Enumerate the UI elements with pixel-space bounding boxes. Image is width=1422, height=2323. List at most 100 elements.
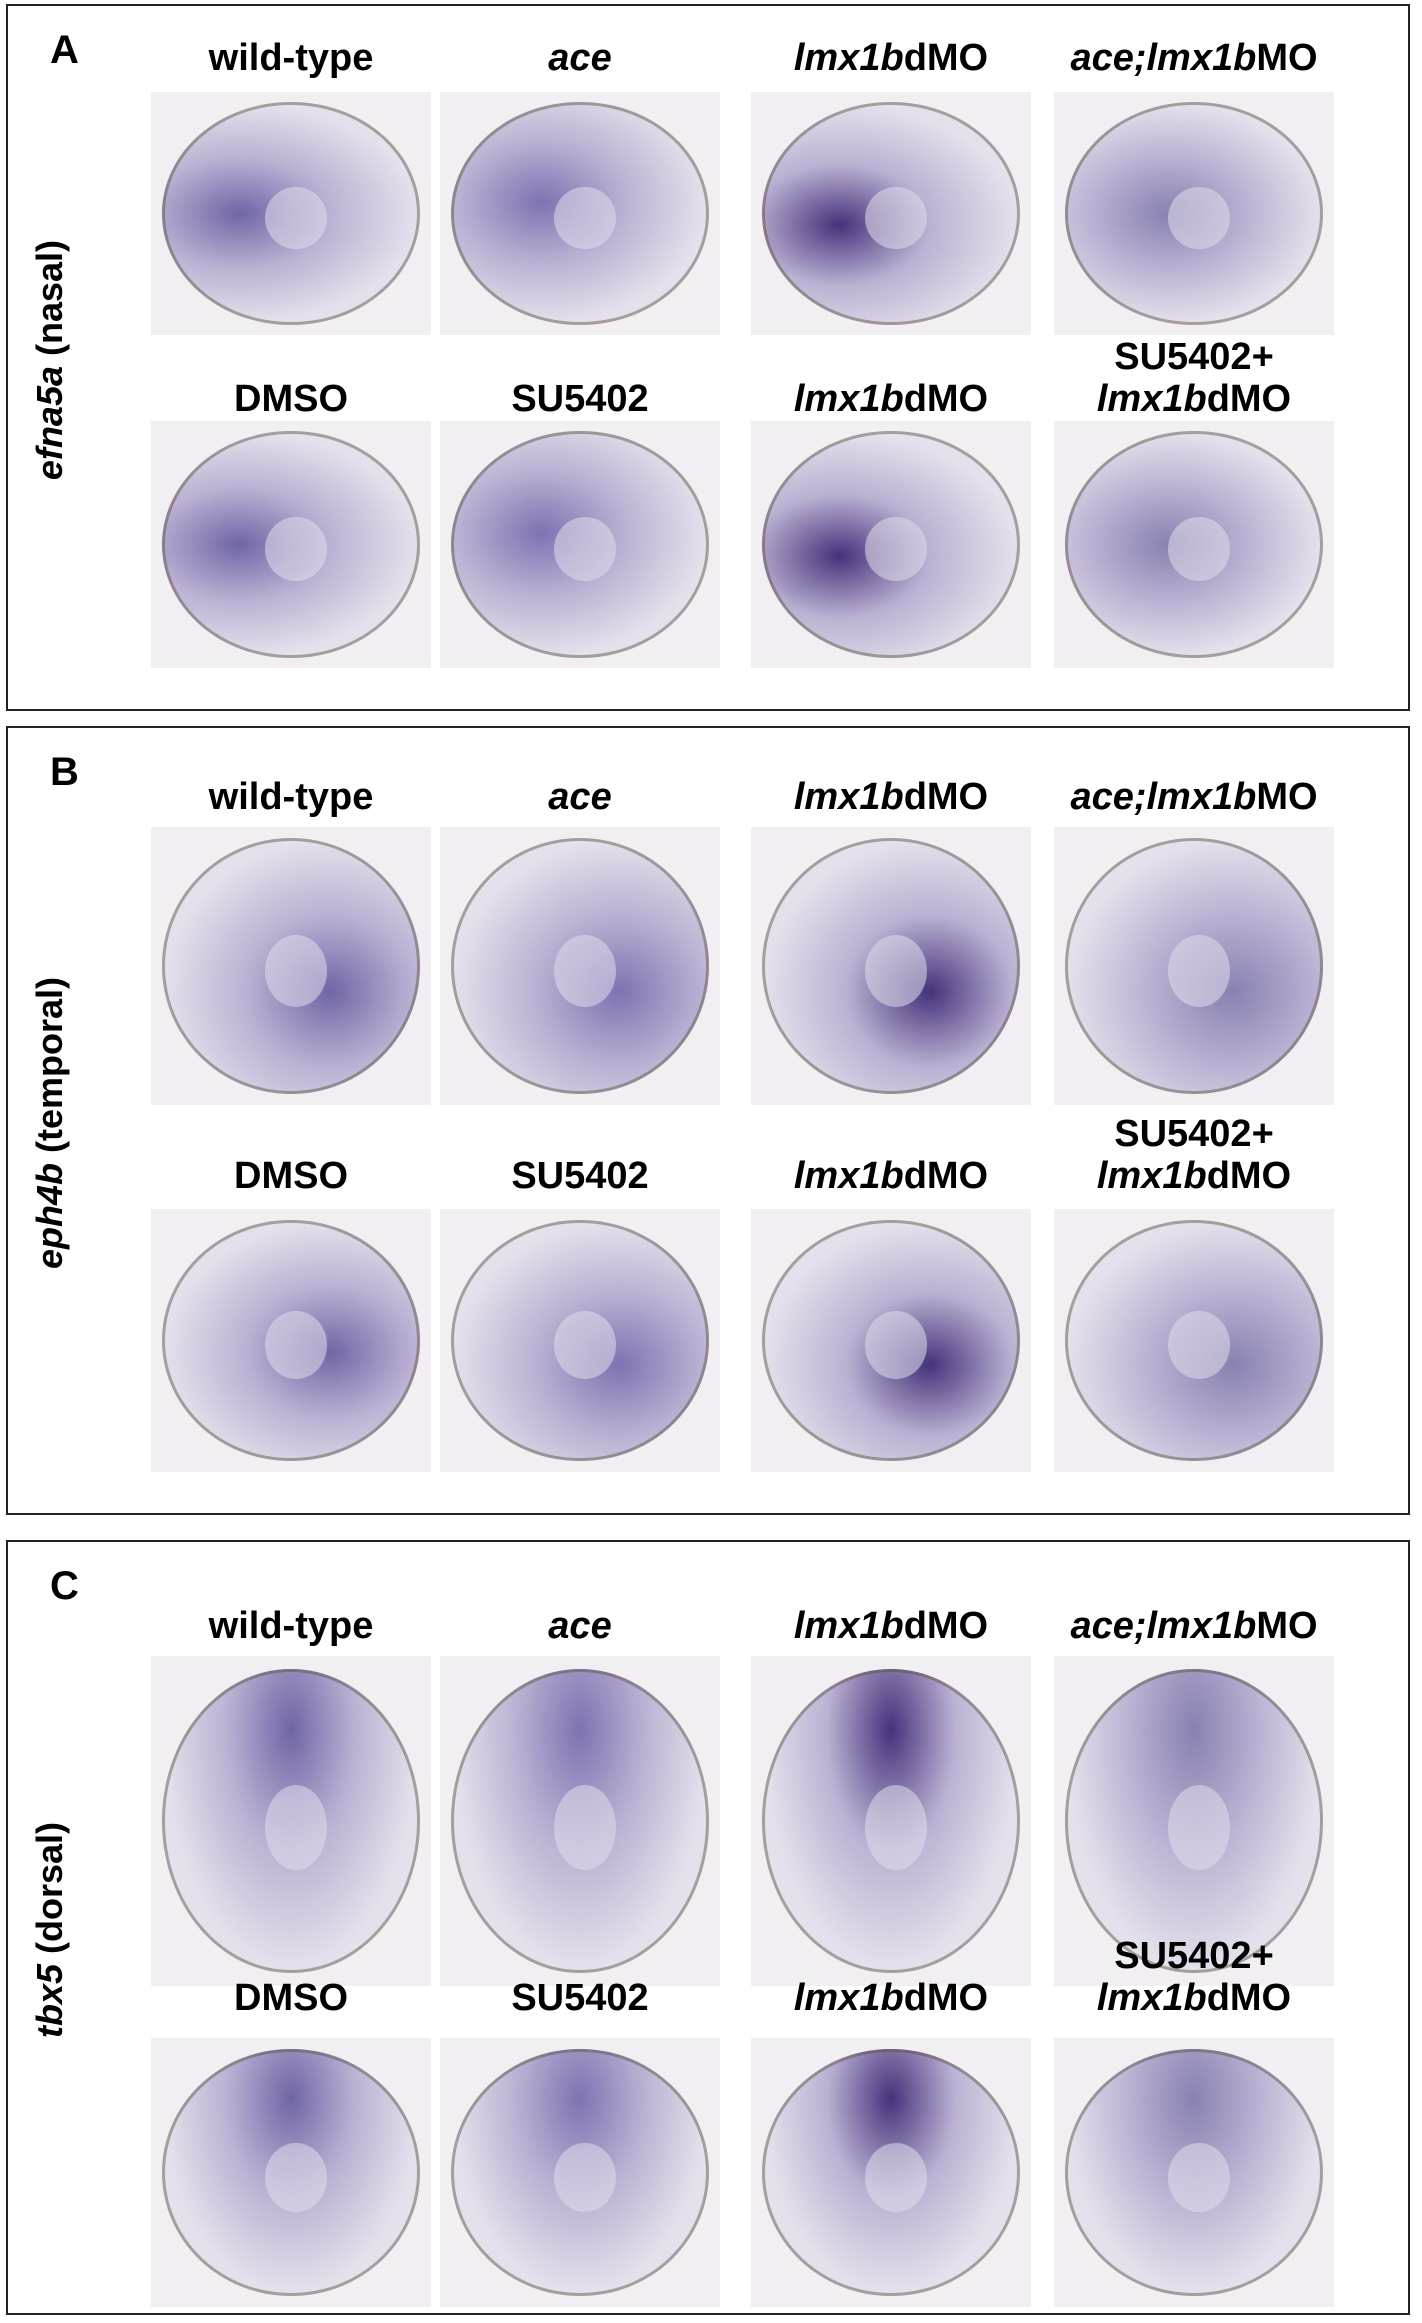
label-line: ace <box>548 1605 611 1647</box>
label-part: SU5402+ <box>1114 336 1274 378</box>
embryo-image <box>151 2038 431 2307</box>
label-part: SU5402+ <box>1114 1113 1274 1155</box>
column-label: lmx1bdMO <box>794 1605 988 1647</box>
lens <box>865 186 928 250</box>
eye <box>1065 101 1323 326</box>
lens <box>554 1784 617 1870</box>
column-label: ace;lmx1bMO <box>1070 1605 1317 1647</box>
label-part: MO <box>1256 776 1318 818</box>
label-part: dMO <box>903 37 989 79</box>
label-part: ace <box>548 1605 612 1647</box>
lens <box>265 1311 328 1380</box>
label-part: wild-type <box>208 37 374 79</box>
label-part: (temporal) <box>29 976 70 1163</box>
label-part: wild-type <box>208 776 374 818</box>
label-part: lmx1b <box>793 1155 904 1197</box>
column-label: lmx1bdMO <box>794 1155 988 1197</box>
column-label: ace;lmx1bMO <box>1070 37 1317 79</box>
lens <box>865 1311 928 1380</box>
label-line: DMSO <box>234 1155 348 1197</box>
label-line: wild-type <box>209 37 374 79</box>
column-label: SU5402+ lmx1bdMO <box>1097 1935 1291 2019</box>
eye <box>162 1669 420 1973</box>
label-line: DMSO <box>234 378 348 420</box>
embryo-image <box>151 1656 431 1986</box>
lens <box>1168 2142 1231 2213</box>
lens <box>265 517 328 581</box>
label-part: lmx1b <box>793 1605 904 1647</box>
lens <box>1168 1784 1231 1870</box>
eye <box>451 1669 709 1973</box>
eye <box>762 1219 1020 1462</box>
label-line: lmx1bdMO <box>794 776 988 818</box>
column-label: wild-type <box>209 1605 374 1647</box>
label-part: lmx1b <box>1096 1155 1207 1197</box>
embryo-image <box>751 1656 1031 1986</box>
lens <box>1168 1311 1231 1380</box>
label-part: ace <box>548 776 612 818</box>
column-label: ace <box>548 37 611 79</box>
label-part: SU5402 <box>511 378 649 420</box>
eye <box>1065 1669 1323 1973</box>
embryo-image <box>440 92 720 335</box>
label-part: ace;lmx1b <box>1070 37 1257 79</box>
lens <box>265 2142 328 2213</box>
column-label: lmx1bdMO <box>794 1977 988 2019</box>
lens <box>865 1784 928 1870</box>
gene-label: efna5a (nasal) <box>29 239 71 479</box>
label-part: dMO <box>903 1605 989 1647</box>
embryo-image <box>440 827 720 1105</box>
label-line: lmx1bdMO <box>1097 378 1291 420</box>
label-line: ace;lmx1bMO <box>1070 776 1317 818</box>
embryo-image <box>1054 1656 1334 1986</box>
label-line: lmx1bdMO <box>794 1977 988 2019</box>
eye <box>1065 2048 1323 2297</box>
column-label: lmx1bdMO <box>794 37 988 79</box>
label-part: tbx5 <box>29 1963 70 2038</box>
embryo-image <box>151 92 431 335</box>
label-part: dMO <box>1206 1155 1292 1197</box>
lens <box>865 2142 928 2213</box>
column-label: lmx1bdMO <box>794 776 988 818</box>
column-label: DMSO <box>234 1155 348 1197</box>
label-part: lmx1b <box>1096 378 1207 420</box>
eye <box>451 1219 709 1462</box>
panel-letter: A <box>50 28 79 72</box>
label-line: lmx1bdMO <box>794 378 988 420</box>
label-line: SU5402 <box>511 378 648 420</box>
eye <box>162 430 420 659</box>
label-part: (nasal) <box>29 239 70 366</box>
label-part: dMO <box>1206 1977 1292 2019</box>
label-part: dMO <box>903 378 989 420</box>
label-line: SU5402+ <box>1097 336 1291 378</box>
lens <box>554 517 617 581</box>
label-part: SU5402 <box>511 1155 649 1197</box>
eye <box>451 430 709 659</box>
column-label: SU5402 <box>511 1155 648 1197</box>
eye <box>451 2048 709 2297</box>
eye <box>762 1669 1020 1973</box>
eye <box>1065 430 1323 659</box>
lens <box>865 935 928 1007</box>
label-line: SU5402 <box>511 1155 648 1197</box>
label-part: dMO <box>903 776 989 818</box>
label-line: SU5402+ <box>1097 1935 1291 1977</box>
eye <box>162 101 420 326</box>
label-line: SU5402 <box>511 1977 648 2019</box>
label-part: dMO <box>903 1155 989 1197</box>
embryo-image <box>1054 827 1334 1105</box>
label-part: dMO <box>1206 378 1292 420</box>
embryo-image <box>751 421 1031 668</box>
label-part: ace;lmx1b <box>1070 776 1257 818</box>
label-part: lmx1b <box>1096 1977 1207 2019</box>
eye <box>162 2048 420 2297</box>
column-label: DMSO <box>234 378 348 420</box>
label-part: DMSO <box>234 1155 348 1197</box>
lens <box>1168 186 1231 250</box>
label-part: MO <box>1256 37 1318 79</box>
eye <box>162 1219 420 1462</box>
column-label: lmx1bdMO <box>794 378 988 420</box>
